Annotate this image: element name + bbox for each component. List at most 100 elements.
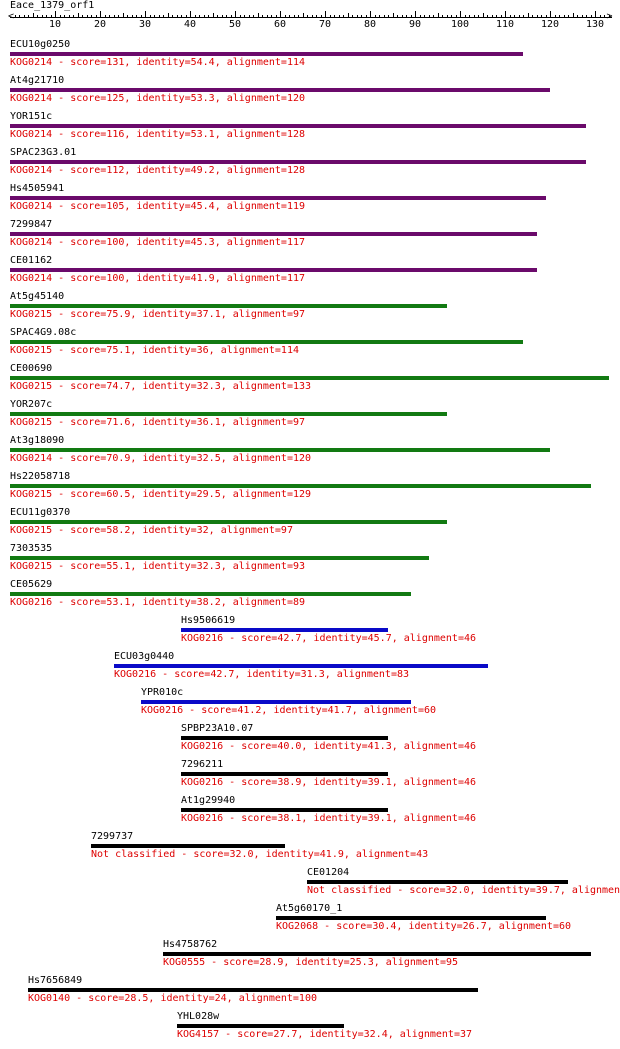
hit-name-link[interactable]: SPBP23A10.07 — [181, 723, 254, 734]
axis-tick — [42, 15, 43, 17]
axis-tick-label: 40 — [183, 19, 197, 30]
hit-description: KOG0215 - score=75.1, identity=36, align… — [10, 345, 299, 356]
axis-tick — [231, 15, 232, 17]
hit-alignment-bar[interactable] — [10, 484, 591, 488]
hit-name-link[interactable]: YOR207c — [10, 399, 53, 410]
hit-name-link[interactable]: 7299737 — [91, 831, 134, 842]
hit-alignment-bar[interactable] — [10, 448, 550, 452]
hit-name-link[interactable]: YHL028w — [177, 1011, 220, 1022]
hit-description: KOG0216 - score=42.7, identity=31.3, ali… — [114, 669, 410, 680]
hit-alignment-bar[interactable] — [10, 232, 537, 236]
axis-tick — [136, 15, 137, 17]
axis-tick-label: 80 — [363, 19, 377, 30]
hit-description: KOG0215 - score=74.7, identity=32.3, ali… — [10, 381, 312, 392]
hit-alignment-bar[interactable] — [10, 592, 411, 596]
hit-alignment-bar[interactable] — [276, 916, 546, 920]
hit-name-link[interactable]: At5g60170_1 — [276, 903, 343, 914]
hit-alignment-bar[interactable] — [114, 664, 488, 668]
hit-name-link[interactable]: YPR010c — [141, 687, 184, 698]
hit-name-link[interactable]: Hs4758762 — [163, 939, 218, 950]
hit-name-link[interactable]: At4g21710 — [10, 75, 65, 86]
hit-name-link[interactable]: SPAC23G3.01 — [10, 147, 77, 158]
hit-alignment-bar[interactable] — [181, 736, 388, 740]
axis-tick — [568, 15, 569, 17]
axis-tick — [505, 11, 506, 17]
axis-tick — [586, 15, 587, 17]
axis-tick — [181, 15, 182, 17]
axis-tick — [186, 15, 187, 17]
hit-name-link[interactable]: Hs9506619 — [181, 615, 236, 626]
hit-name-link[interactable]: Hs22058718 — [10, 471, 71, 482]
hit-name-link[interactable]: At1g29940 — [181, 795, 236, 806]
hit-alignment-bar[interactable] — [10, 52, 523, 56]
axis-tick — [51, 15, 52, 17]
axis-tick — [82, 15, 83, 17]
hit-alignment-bar[interactable] — [10, 412, 447, 416]
hit-alignment-bar[interactable] — [141, 700, 411, 704]
axis-tick — [339, 15, 340, 17]
hit-alignment-bar[interactable] — [10, 556, 429, 560]
axis-tick — [604, 15, 605, 17]
axis-tick — [303, 13, 304, 17]
hit-alignment-bar[interactable] — [10, 196, 546, 200]
hit-name-link[interactable]: CE01162 — [10, 255, 53, 266]
hit-name-link[interactable]: CE05629 — [10, 579, 53, 590]
hit-name-link[interactable]: ECU10g0250 — [10, 39, 71, 50]
axis-tick — [334, 15, 335, 17]
hit-alignment-bar[interactable] — [181, 628, 388, 632]
axis-tick-label: 100 — [450, 19, 470, 30]
axis-tick — [289, 15, 290, 17]
axis-tick — [114, 15, 115, 17]
hit-alignment-bar[interactable] — [10, 520, 447, 524]
hit-alignment-bar[interactable] — [307, 880, 568, 884]
axis-tick — [514, 15, 515, 17]
axis-tick — [226, 15, 227, 17]
axis-tick — [91, 15, 92, 17]
axis-tick-label: 90 — [408, 19, 422, 30]
axis-tick — [159, 15, 160, 17]
hit-alignment-bar[interactable] — [181, 772, 388, 776]
hit-alignment-bar[interactable] — [28, 988, 478, 992]
axis-tick — [163, 15, 164, 17]
hit-alignment-bar[interactable] — [163, 952, 591, 956]
hit-alignment-bar[interactable] — [181, 808, 388, 812]
hit-name-link[interactable]: SPAC4G9.08c — [10, 327, 77, 338]
hit-alignment-bar[interactable] — [10, 304, 447, 308]
hit-alignment-bar[interactable] — [91, 844, 285, 848]
hit-name-link[interactable]: ECU03g0440 — [114, 651, 175, 662]
axis-tick — [523, 15, 524, 17]
axis-tick — [199, 15, 200, 17]
axis-tick — [298, 15, 299, 17]
hit-description: Not classified - score=32.0, identity=41… — [91, 849, 429, 860]
hit-alignment-bar[interactable] — [10, 376, 609, 380]
axis-tick — [343, 15, 344, 17]
hit-name-link[interactable]: YOR151c — [10, 111, 53, 122]
hit-alignment-bar[interactable] — [10, 124, 586, 128]
axis-tick — [411, 15, 412, 17]
hit-name-link[interactable]: CE01204 — [307, 867, 350, 878]
hit-name-link[interactable]: 7296211 — [181, 759, 224, 770]
axis-tick — [46, 15, 47, 17]
hit-name-link[interactable]: At5g45140 — [10, 291, 65, 302]
axis-tick — [145, 11, 146, 17]
hit-name-link[interactable]: Hs4505941 — [10, 183, 65, 194]
hit-alignment-bar[interactable] — [10, 340, 523, 344]
hit-alignment-bar[interactable] — [10, 268, 537, 272]
hit-alignment-bar[interactable] — [10, 160, 586, 164]
axis-tick — [15, 15, 16, 17]
hit-alignment-bar[interactable] — [10, 88, 550, 92]
axis-tick — [393, 13, 394, 17]
hit-name-link[interactable]: CE00690 — [10, 363, 53, 374]
hit-name-link[interactable]: ECU11g0370 — [10, 507, 71, 518]
hit-name-link[interactable]: At3g18090 — [10, 435, 65, 446]
hit-description: KOG0216 - score=42.7, identity=45.7, ali… — [181, 633, 477, 644]
axis-tick — [582, 15, 583, 17]
hit-name-link[interactable]: 7299847 — [10, 219, 53, 230]
hit-description: KOG2068 - score=30.4, identity=26.7, ali… — [276, 921, 572, 932]
hit-name-link[interactable]: Hs7656849 — [28, 975, 83, 986]
hit-description: KOG0215 - score=60.5, identity=29.5, ali… — [10, 489, 312, 500]
axis-tick — [204, 15, 205, 17]
hit-name-link[interactable]: 7303535 — [10, 543, 53, 554]
hit-alignment-bar[interactable] — [177, 1024, 344, 1028]
hit-description: KOG4157 - score=27.7, identity=32.4, ali… — [177, 1029, 473, 1040]
